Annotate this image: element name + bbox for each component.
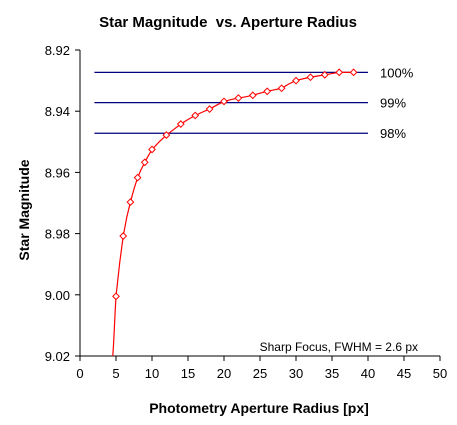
x-tick-label: 10 — [145, 366, 159, 381]
x-tick-label: 0 — [76, 366, 83, 381]
y-tick-label: 8.96 — [45, 165, 70, 180]
y-tick-label: 8.98 — [45, 227, 70, 242]
data-point — [306, 73, 315, 82]
reference-line-label: 99% — [380, 96, 406, 111]
chart-annotation: Sharp Focus, FWHM = 2.6 px — [260, 340, 418, 354]
y-axis-label: Star Magnitude — [16, 159, 32, 260]
x-axis-label: Photometry Aperture Radius [px] — [149, 400, 369, 416]
data-point — [176, 120, 185, 128]
data-point — [162, 131, 171, 139]
data-point — [248, 91, 257, 100]
x-tick-label: 30 — [289, 366, 303, 381]
data-point — [277, 84, 286, 93]
x-tick-label: 25 — [253, 366, 267, 381]
data-point — [349, 68, 358, 77]
data-point — [191, 111, 200, 120]
reference-line-label: 100% — [380, 65, 414, 80]
data-point — [126, 198, 135, 206]
data-point — [263, 87, 272, 96]
data-point — [335, 68, 344, 77]
x-tick-label: 20 — [217, 366, 231, 381]
data-point — [220, 97, 228, 106]
y-tick-label: 9.02 — [45, 349, 70, 364]
y-tick-label: 9.00 — [45, 288, 70, 303]
x-tick-label: 50 — [433, 366, 447, 381]
x-tick-label: 5 — [112, 366, 119, 381]
x-tick-label: 15 — [181, 366, 195, 381]
data-point — [205, 105, 214, 113]
data-point — [140, 158, 149, 167]
x-tick-label: 45 — [397, 366, 411, 381]
data-point — [292, 76, 300, 85]
data-point — [234, 94, 243, 102]
x-tick-label: 40 — [361, 366, 375, 381]
y-tick-label: 8.94 — [45, 104, 70, 119]
plot-area: 0 5 10 15 20 25 30 35 40 45 50 8.92 8.94 8.96 8.98 9.00… — [45, 43, 448, 381]
x-tick-label: 35 — [325, 366, 339, 381]
chart-title: Star Magnitude vs. Aperture Radius — [99, 14, 357, 31]
data-point — [148, 145, 156, 154]
y-tick-label: 8.92 — [45, 43, 70, 58]
data-point — [119, 232, 128, 240]
data-point — [112, 292, 120, 301]
data-point — [133, 173, 142, 182]
data-point — [320, 70, 329, 79]
reference-line-label: 98% — [380, 126, 406, 141]
series-line — [112, 71, 354, 357]
